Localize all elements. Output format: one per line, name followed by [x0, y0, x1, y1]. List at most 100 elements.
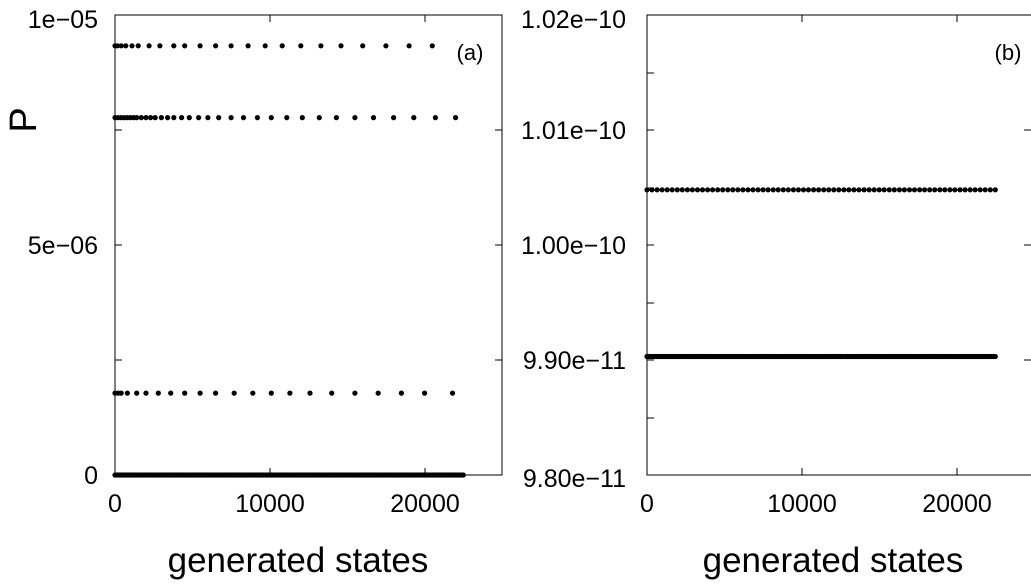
- panel-b-point: [841, 187, 847, 193]
- panel-b-point: [881, 187, 887, 193]
- panel-a-point: [352, 390, 358, 396]
- panel-b-point: [856, 187, 862, 193]
- panel-b-point: [826, 187, 832, 193]
- panel-a-point: [411, 115, 417, 121]
- panel-b-point: [952, 187, 958, 193]
- panel-a-point: [250, 390, 256, 396]
- panel-b-point: [861, 187, 867, 193]
- panel-b-point: [851, 187, 857, 193]
- panel-a-ytick-label-5e-06: 5e−06: [28, 232, 98, 260]
- panel-b-point: [679, 187, 685, 193]
- panel-b-point: [987, 187, 993, 193]
- panel-b-point: [780, 187, 786, 193]
- panel-a-point: [316, 115, 322, 121]
- panel-a-point: [449, 390, 456, 396]
- panel-b-point: [750, 187, 756, 193]
- panel-b-point: [669, 187, 675, 193]
- panel-a-point: [143, 115, 149, 121]
- panel-b-point: [725, 187, 731, 193]
- panel-b-point: [795, 187, 802, 193]
- panel-a-point: [135, 43, 141, 49]
- panel-a-point: [240, 115, 247, 121]
- panel-a-point: [213, 390, 219, 396]
- panel-b-point: [821, 187, 827, 193]
- panel-a-point: [299, 115, 305, 121]
- panel-a-point: [134, 115, 140, 121]
- panel-b-point: [765, 187, 771, 193]
- panel-b-xtick-label-10000: 10000: [767, 490, 837, 518]
- panel-b-point: [947, 187, 953, 193]
- panel-b: 9.80e−11 9.90e−11 1.00e−10 1.01e−10 1.02…: [521, 6, 1031, 580]
- panel-a-xtick-label-20000: 20000: [390, 490, 460, 518]
- panel-a-points: [112, 43, 466, 478]
- panel-b-point: [891, 187, 897, 193]
- panel-a-point: [360, 43, 366, 49]
- panel-b-point: [972, 187, 978, 193]
- panel-b-points: [644, 187, 998, 360]
- panel-b-point: [760, 187, 766, 193]
- panel-b-point: [735, 187, 741, 193]
- panel-b-point: [811, 187, 817, 193]
- panel-b-xtick-label-0: 0: [640, 490, 654, 518]
- panel-a-point: [123, 43, 129, 49]
- panel-b-point: [664, 187, 670, 193]
- panel-b-point: [886, 187, 892, 193]
- panel-b-point: [977, 187, 983, 193]
- panel-a-point: [114, 43, 120, 49]
- panel-b-point: [846, 187, 852, 193]
- panel-b-ytick-label-1.00e-10: 1.00e−10: [521, 232, 626, 260]
- panel-b-xlabel: generated states: [703, 541, 964, 580]
- panel-b-point: [659, 187, 665, 193]
- panel-a-point: [460, 472, 466, 478]
- panel-a-point: [453, 115, 459, 121]
- panel-a-point: [182, 390, 188, 396]
- panel-a-point: [152, 115, 158, 121]
- panel-b-point: [932, 187, 938, 193]
- panel-b-point: [689, 187, 696, 193]
- panel-a-point: [165, 115, 171, 121]
- panel-a-point: [171, 43, 177, 49]
- panel-a-point: [155, 390, 161, 396]
- panel-b-point: [805, 187, 812, 193]
- panel-b-point: [674, 187, 680, 193]
- panel-a-xtick-label-0: 0: [108, 490, 122, 518]
- panel-a-point: [391, 115, 397, 121]
- panel-a-point: [129, 43, 135, 49]
- panel-a-point: [333, 115, 339, 121]
- panel-a-point: [329, 390, 335, 396]
- panel-a-point: [268, 115, 274, 121]
- panel-b-point: [917, 187, 923, 193]
- panel-b-plot-frame: [646, 14, 1031, 476]
- panel-a: 0 5e−06 1e−05 0 10000 20000 generated st…: [3, 6, 503, 580]
- panel-a-point: [254, 115, 260, 121]
- panel-b-point: [720, 187, 726, 193]
- panel-a-point: [370, 115, 377, 121]
- panel-a-point: [383, 43, 389, 49]
- panel-b-point: [901, 187, 908, 193]
- panel-b-point: [715, 187, 721, 193]
- panel-b-point: [730, 187, 736, 193]
- panel-a-point: [138, 115, 144, 121]
- panel-b-point: [831, 187, 837, 193]
- panel-a-point: [197, 390, 203, 396]
- panel-a-point: [118, 390, 124, 396]
- panel-a-point: [432, 115, 438, 121]
- panel-a-point: [422, 390, 428, 396]
- panel-a-point: [307, 390, 313, 396]
- panel-b-point: [785, 187, 791, 193]
- panel-b-point: [684, 187, 691, 193]
- panel-b-point: [896, 187, 903, 193]
- panel-b-point: [790, 187, 797, 193]
- panel-b-point: [967, 187, 973, 193]
- panel-a-point: [171, 115, 177, 121]
- panel-a-point: [268, 390, 274, 396]
- panel-a-point: [228, 43, 234, 49]
- panel-a-point: [196, 115, 202, 121]
- panel-b-point: [775, 187, 781, 193]
- panel-a-point: [228, 115, 234, 121]
- panel-a-point: [231, 390, 237, 396]
- panel-a-point: [287, 390, 293, 396]
- panel-a-xtick-label-10000: 10000: [235, 490, 305, 518]
- panel-b-point: [911, 187, 918, 193]
